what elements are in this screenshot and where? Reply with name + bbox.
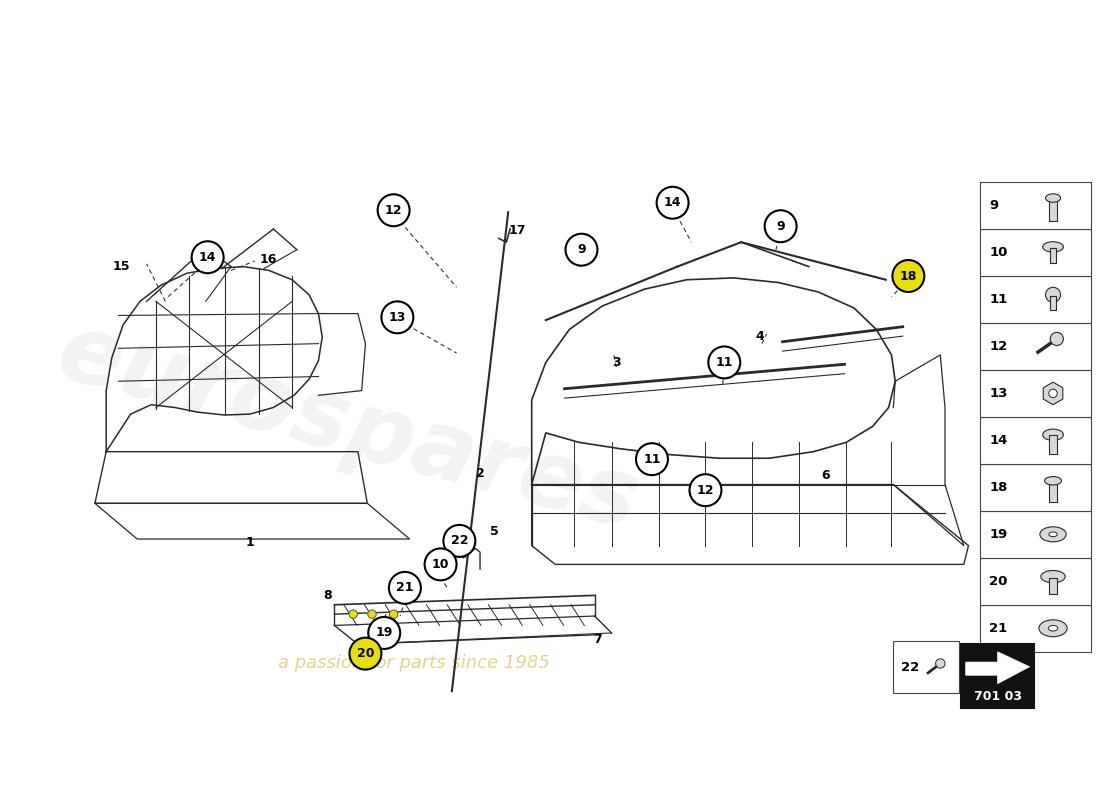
Text: 12: 12 xyxy=(385,204,403,217)
Text: eurospares: eurospares xyxy=(48,306,649,550)
Bar xyxy=(980,276,1090,323)
Bar xyxy=(980,182,1090,229)
Circle shape xyxy=(657,186,689,218)
Circle shape xyxy=(936,658,945,668)
Ellipse shape xyxy=(1045,194,1060,202)
Bar xyxy=(893,642,959,693)
Circle shape xyxy=(708,346,740,378)
Text: 20: 20 xyxy=(989,574,1008,588)
Bar xyxy=(1050,296,1056,310)
Circle shape xyxy=(389,572,421,604)
Text: 13: 13 xyxy=(989,387,1008,400)
Ellipse shape xyxy=(1043,242,1064,252)
Text: 21: 21 xyxy=(989,622,1008,634)
Ellipse shape xyxy=(1041,570,1065,582)
Text: 13: 13 xyxy=(388,311,406,324)
Text: 11: 11 xyxy=(989,293,1008,306)
Text: 19: 19 xyxy=(989,528,1008,541)
Bar xyxy=(961,644,1034,708)
Ellipse shape xyxy=(1048,532,1057,537)
Circle shape xyxy=(191,242,223,273)
Text: 16: 16 xyxy=(260,253,277,266)
Bar xyxy=(1049,434,1057,454)
Text: 9: 9 xyxy=(989,199,999,212)
Circle shape xyxy=(690,474,722,506)
Text: 22: 22 xyxy=(901,661,920,674)
Text: 18: 18 xyxy=(900,270,917,282)
Text: 14: 14 xyxy=(199,250,217,264)
Bar xyxy=(1049,200,1057,221)
Circle shape xyxy=(1045,287,1060,302)
Bar xyxy=(980,511,1090,558)
Circle shape xyxy=(425,549,456,580)
Bar xyxy=(1050,248,1056,263)
Circle shape xyxy=(1048,389,1057,398)
Text: 12: 12 xyxy=(989,340,1008,353)
Bar xyxy=(980,464,1090,511)
Bar xyxy=(980,605,1090,652)
Polygon shape xyxy=(966,652,1030,684)
Text: 14: 14 xyxy=(664,196,681,210)
Circle shape xyxy=(892,260,924,292)
Circle shape xyxy=(764,210,796,242)
Circle shape xyxy=(1050,332,1064,346)
Circle shape xyxy=(368,617,400,649)
Text: 15: 15 xyxy=(112,260,130,273)
Circle shape xyxy=(636,443,668,475)
Circle shape xyxy=(382,302,414,334)
Text: 10: 10 xyxy=(989,246,1008,259)
Text: 7: 7 xyxy=(593,633,602,646)
Bar xyxy=(980,229,1090,276)
Text: 9: 9 xyxy=(777,220,785,233)
Text: 22: 22 xyxy=(451,534,469,547)
Text: 9: 9 xyxy=(578,243,586,256)
Ellipse shape xyxy=(1048,626,1058,631)
Ellipse shape xyxy=(1043,429,1064,440)
Bar xyxy=(1049,482,1057,502)
Text: 1: 1 xyxy=(245,536,254,550)
Circle shape xyxy=(350,638,382,670)
Ellipse shape xyxy=(1038,620,1067,637)
Text: 11: 11 xyxy=(644,453,661,466)
Text: 11: 11 xyxy=(715,356,733,369)
Bar xyxy=(980,417,1090,464)
Circle shape xyxy=(349,610,358,618)
Circle shape xyxy=(565,234,597,266)
Text: 10: 10 xyxy=(432,558,449,571)
Text: 4: 4 xyxy=(756,330,764,342)
Text: 2: 2 xyxy=(475,466,484,480)
Ellipse shape xyxy=(1040,527,1066,542)
Text: 19: 19 xyxy=(375,626,393,639)
Circle shape xyxy=(443,525,475,557)
Bar xyxy=(980,370,1090,417)
Text: 14: 14 xyxy=(989,434,1008,447)
Text: 21: 21 xyxy=(396,582,414,594)
Ellipse shape xyxy=(1045,477,1062,485)
Polygon shape xyxy=(1043,382,1063,405)
Text: 8: 8 xyxy=(323,589,332,602)
Text: 20: 20 xyxy=(356,647,374,660)
Text: 5: 5 xyxy=(490,525,498,538)
Bar xyxy=(980,323,1090,370)
Circle shape xyxy=(377,194,409,226)
Text: a passion for parts since 1985: a passion for parts since 1985 xyxy=(278,654,550,672)
Text: 3: 3 xyxy=(612,356,620,369)
Circle shape xyxy=(367,610,376,618)
Text: 12: 12 xyxy=(696,484,714,497)
Text: 17: 17 xyxy=(509,225,527,238)
Text: 6: 6 xyxy=(822,469,830,482)
Bar xyxy=(980,558,1090,605)
Text: 701 03: 701 03 xyxy=(974,690,1022,703)
Bar xyxy=(1049,578,1057,594)
Text: 18: 18 xyxy=(989,481,1008,494)
Circle shape xyxy=(389,610,398,618)
